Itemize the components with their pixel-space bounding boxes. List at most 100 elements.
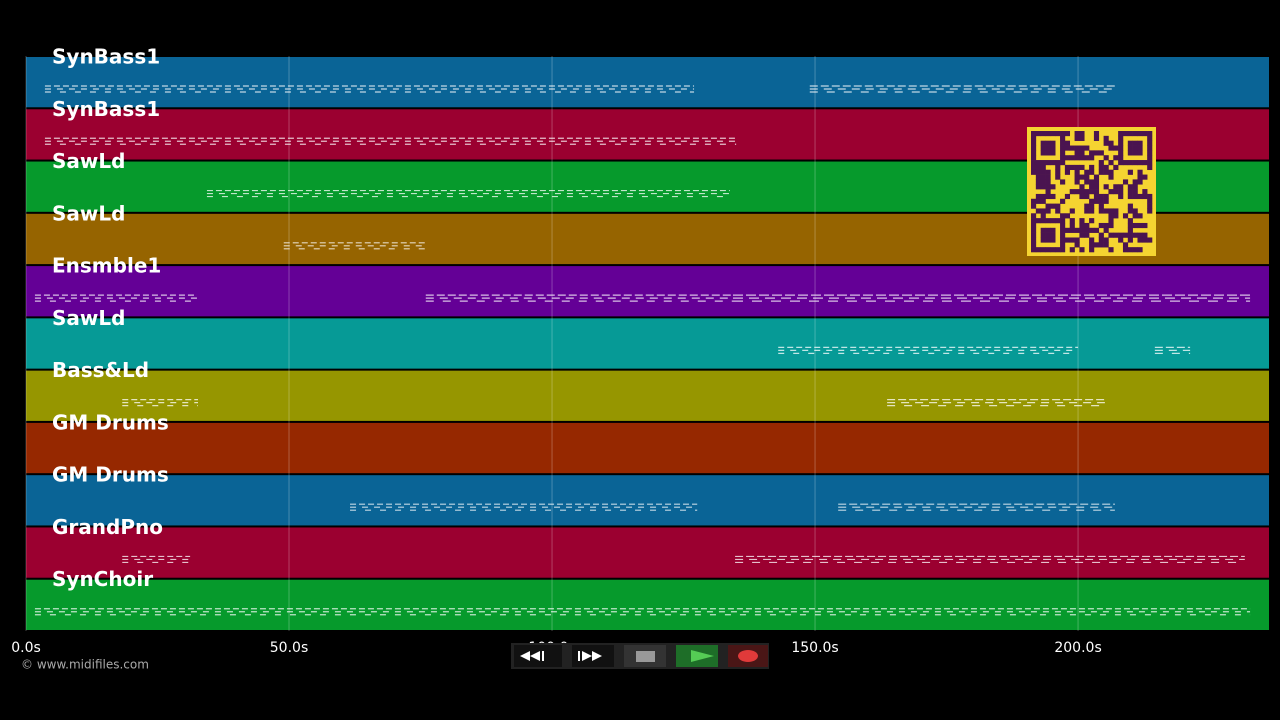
forward-button[interactable] xyxy=(572,645,614,667)
qr-module xyxy=(1122,213,1129,219)
qr-module xyxy=(1137,247,1143,253)
qr-module xyxy=(1093,184,1100,190)
qr-module xyxy=(1064,131,1071,137)
qr-module xyxy=(1098,232,1104,238)
qr-module xyxy=(1045,145,1051,151)
qr-module xyxy=(1060,232,1066,238)
qr-module xyxy=(1098,150,1104,156)
qr-module xyxy=(1079,222,1085,229)
qr-module xyxy=(1122,242,1129,248)
qr-module xyxy=(1079,218,1085,224)
qr-module xyxy=(1137,222,1143,229)
qr-module xyxy=(1050,131,1056,137)
qr-module xyxy=(1031,135,1037,141)
qr-module xyxy=(1132,213,1138,219)
qr-module xyxy=(1035,160,1041,166)
track-name: SynChoir xyxy=(52,567,153,591)
tick-label: 200.0s xyxy=(1054,640,1101,656)
qr-module xyxy=(1137,145,1143,151)
qr-module xyxy=(1127,237,1133,243)
qr-module xyxy=(1055,218,1061,224)
qr-module xyxy=(1045,174,1051,180)
qr-module xyxy=(1103,208,1109,214)
qr-module xyxy=(1079,184,1085,190)
qr-module xyxy=(1137,193,1143,200)
qr-module xyxy=(1050,203,1056,209)
qr-module xyxy=(1127,218,1133,224)
qr-module xyxy=(1113,213,1119,219)
qr-module xyxy=(1142,232,1148,238)
qr-code xyxy=(1027,127,1156,256)
qr-module xyxy=(1137,150,1143,156)
qr-module xyxy=(1098,237,1104,243)
qr-module xyxy=(1137,213,1143,219)
qr-module xyxy=(1147,193,1153,200)
qr-module xyxy=(1108,140,1114,146)
qr-module xyxy=(1137,237,1143,243)
qr-module xyxy=(1040,198,1046,204)
qr-module xyxy=(1040,150,1046,156)
tick-label: 50.0s xyxy=(270,640,308,656)
rewind-button[interactable] xyxy=(514,645,562,667)
qr-module xyxy=(1060,222,1066,229)
qr-module xyxy=(1132,193,1138,200)
copyright: © www.midifiles.com xyxy=(21,658,149,672)
qr-module xyxy=(1122,232,1129,238)
qr-module xyxy=(1127,247,1133,253)
qr-module xyxy=(1045,203,1051,209)
qr-module xyxy=(1113,145,1119,151)
qr-module xyxy=(1035,208,1041,214)
qr-module xyxy=(1132,140,1138,146)
qr-module xyxy=(1127,203,1133,209)
qr-module xyxy=(1127,150,1133,156)
qr-module xyxy=(1142,189,1148,195)
record-button[interactable] xyxy=(728,645,768,667)
qr-module xyxy=(1098,164,1104,171)
qr-module xyxy=(1079,232,1085,238)
qr-module xyxy=(1127,169,1133,175)
qr-module xyxy=(1064,155,1071,161)
qr-module xyxy=(1079,131,1085,137)
qr-module xyxy=(1118,135,1124,141)
qr-module xyxy=(1040,218,1046,224)
record-icon xyxy=(738,650,758,662)
qr-module xyxy=(1031,131,1037,137)
qr-module xyxy=(1118,184,1124,190)
qr-module xyxy=(1064,237,1071,243)
qr-module xyxy=(1045,131,1051,137)
qr-module xyxy=(1064,145,1071,151)
qr-module xyxy=(1079,247,1085,253)
qr-module xyxy=(1035,184,1041,190)
qr-module xyxy=(1079,189,1085,195)
qr-module xyxy=(1035,193,1041,200)
qr-module xyxy=(1127,140,1133,146)
track-name: GM Drums xyxy=(52,463,169,487)
stop-button[interactable] xyxy=(624,645,666,667)
qr-module xyxy=(1103,242,1109,248)
qr-module xyxy=(1137,160,1143,166)
qr-module xyxy=(1050,227,1056,233)
qr-module xyxy=(1069,218,1075,224)
qr-module xyxy=(1069,237,1075,243)
qr-module xyxy=(1089,184,1095,190)
qr-module xyxy=(1074,135,1080,141)
qr-module xyxy=(1060,145,1066,151)
qr-module xyxy=(1113,184,1119,190)
track-name: SynBass1 xyxy=(52,97,160,121)
track-name: Bass&Ld xyxy=(52,358,149,382)
qr-module xyxy=(1040,160,1046,166)
qr-module xyxy=(1040,232,1046,238)
qr-module xyxy=(1060,155,1066,161)
qr-module xyxy=(1031,247,1037,253)
track-row xyxy=(26,266,1269,317)
qr-module xyxy=(1098,198,1104,204)
qr-module xyxy=(1055,208,1061,214)
qr-module xyxy=(1089,227,1095,233)
qr-module xyxy=(1074,169,1080,175)
track-row xyxy=(26,527,1269,578)
play-button[interactable] xyxy=(676,645,718,667)
qr-module xyxy=(1122,247,1129,253)
qr-module xyxy=(1142,131,1148,137)
qr-module xyxy=(1045,218,1051,224)
